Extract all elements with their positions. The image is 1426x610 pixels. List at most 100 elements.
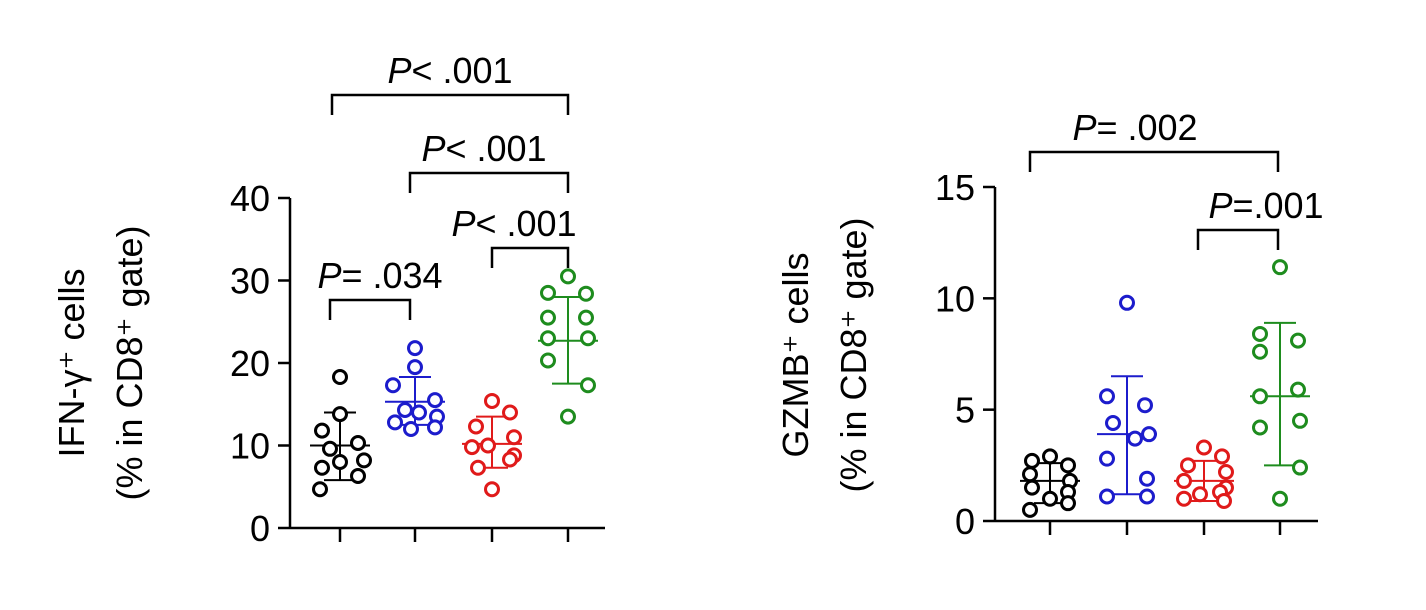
data-point [427,392,443,409]
p-value-text: = .034 [341,255,442,296]
data-point [1139,470,1155,487]
significance-bracket: P< .001 [330,50,570,115]
data-point [1022,466,1038,483]
p-value-text: =.001 [1232,185,1323,226]
data-point [403,421,419,437]
data-point [580,377,596,394]
bracket-line [490,246,570,268]
data-point [1137,397,1153,414]
data-point [1024,452,1040,469]
data-point [1024,479,1040,496]
data-point [332,454,348,470]
data-point [502,451,518,468]
bracket-line [1028,150,1280,172]
y-tick-label: 0 [955,501,975,542]
data-point [1099,388,1115,405]
series-4 [1250,259,1310,507]
p-value-label: P=.001 [1208,185,1323,226]
data-point [1022,501,1038,518]
y-tick-label: 10 [230,426,270,467]
series-3 [462,392,522,498]
y-tick-label: 20 [230,343,270,384]
data-point [540,309,556,326]
data-point [1196,439,1212,456]
data-point [1042,490,1058,507]
y-tick-label: 30 [230,261,270,302]
data-point [1176,472,1192,489]
data-point [470,459,486,476]
data-point [1292,459,1308,476]
data-point [1127,430,1143,447]
data-point [1141,426,1157,443]
data-point [322,440,338,457]
series-2 [1097,294,1157,505]
data-point [1252,388,1268,405]
y-tick-label: 10 [935,278,975,319]
data-point [312,481,328,498]
bracket-line [328,298,412,320]
y-tick-label: 0 [250,508,270,549]
data-point [1218,464,1234,481]
p-letter: P [451,203,475,244]
p-letter: P [317,255,341,296]
data-point [314,422,330,439]
data-point [578,285,594,302]
series-2 [385,340,445,437]
significance-bracket: P< .001 [408,128,570,193]
p-letter: P [1072,107,1096,148]
data-point [580,330,596,347]
data-point [540,284,556,301]
data-point [1290,332,1306,349]
data-point [578,309,594,326]
data-point [387,414,403,431]
data-point [1176,490,1192,507]
data-point [1272,259,1288,276]
data-point [1192,486,1208,503]
p-value-label: P< .001 [421,128,546,169]
p-value-label: P= .034 [317,255,442,296]
significance-bracket: P< .001 [451,203,577,268]
p-letter: P [421,128,445,169]
y-tick-label: 5 [955,390,975,431]
data-point [1119,294,1135,311]
data-point [560,408,576,425]
data-point [540,330,556,347]
data-point [480,437,496,454]
data-point [1272,490,1288,507]
data-point [468,418,484,435]
data-point [407,359,423,376]
data-point [464,439,480,456]
data-point [1290,381,1306,398]
data-point [407,340,423,357]
data-point [314,459,330,476]
p-value-label: P= .002 [1072,107,1197,148]
y-tick-label: 40 [230,178,270,219]
data-point [1099,450,1115,467]
data-point [484,481,500,498]
p-value-text: < .001 [411,50,512,91]
data-point [1180,457,1196,474]
significance-bracket: P= .034 [317,255,443,320]
data-point [411,404,427,421]
data-point [350,435,366,452]
series-1 [310,369,372,498]
data-point [1214,448,1230,465]
data-point [502,404,518,421]
y-axis-title-line1: GZMB⁺ cells [775,252,816,457]
data-point [1292,412,1308,429]
data-point [1060,457,1076,474]
data-point [332,406,348,423]
data-point [1216,492,1232,509]
p-value-text: = .002 [1096,107,1197,148]
data-point [385,377,401,394]
data-point [1099,488,1115,505]
data-point [427,419,443,436]
significance-bracket: P= .002 [1028,107,1280,172]
data-point [1105,415,1121,432]
significance-bracket: P=.001 [1196,185,1324,250]
data-point [350,468,366,485]
data-point [540,352,556,369]
